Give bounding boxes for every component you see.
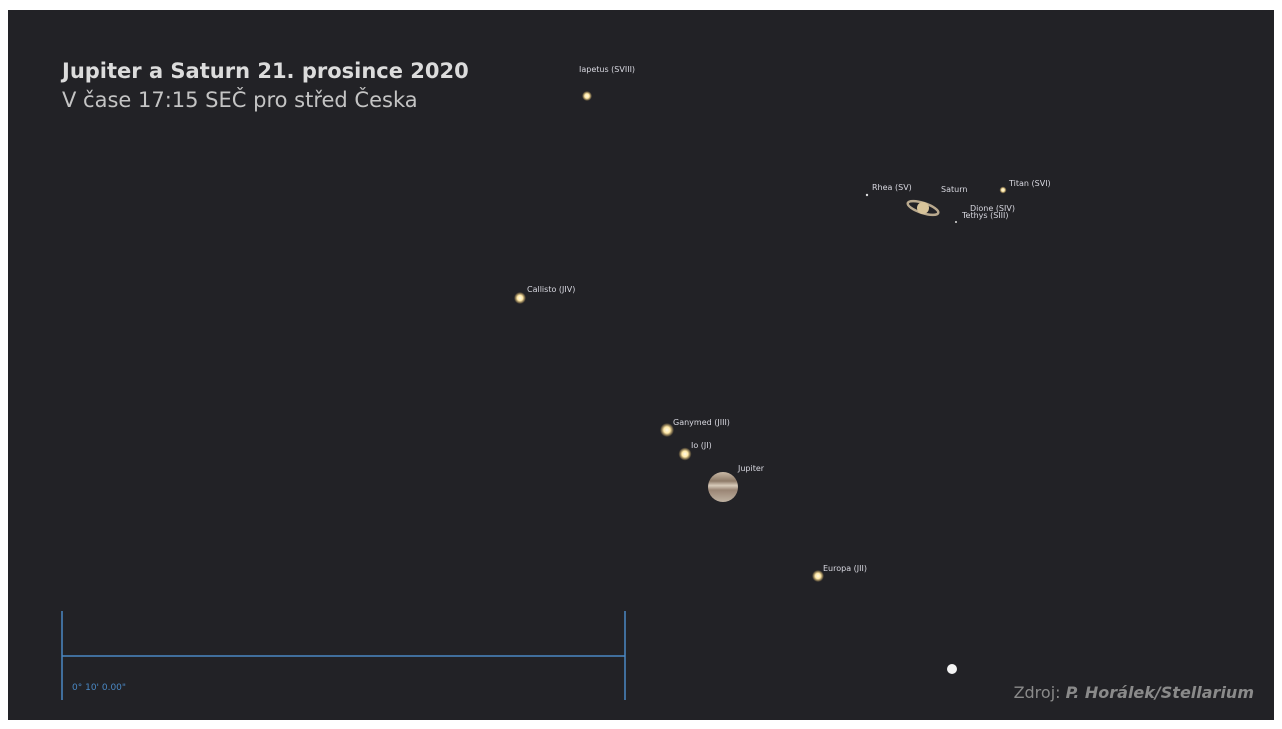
title: Jupiter a Saturn 21. prosince 2020 bbox=[60, 59, 469, 83]
moon-dot bbox=[1000, 187, 1007, 194]
object-label: Io (JI) bbox=[691, 441, 712, 450]
credit: Zdroj: P. Horálek/Stellarium bbox=[1014, 683, 1254, 702]
object-label: Iapetus (SVIII) bbox=[579, 65, 635, 74]
subtitle: V čase 17:15 SEČ pro střed Česka bbox=[62, 87, 418, 112]
moon-dot bbox=[866, 194, 868, 196]
credit-author: P. Horálek/Stellarium bbox=[1066, 683, 1254, 702]
moon-dot bbox=[514, 292, 526, 304]
object-label: Titan (SVI) bbox=[1008, 179, 1051, 188]
star bbox=[947, 664, 957, 674]
object-label: Tethys (SIII) bbox=[961, 211, 1009, 220]
object-label: Jupiter bbox=[737, 464, 765, 473]
credit-prefix: Zdroj: bbox=[1014, 683, 1061, 702]
moon-dot bbox=[582, 91, 592, 101]
page: Jupiter a Saturn 21. prosince 2020 V čas… bbox=[0, 0, 1282, 729]
moon-dot bbox=[679, 448, 692, 461]
moon-dot bbox=[955, 221, 957, 223]
object-label: Europa (JII) bbox=[823, 564, 867, 573]
jupiter-planet bbox=[708, 472, 738, 502]
sky-background bbox=[8, 10, 1274, 720]
object-label: Ganymed (JIII) bbox=[673, 418, 730, 427]
object-label: Rhea (SV) bbox=[872, 183, 912, 192]
scale-label: 0° 10' 0.00" bbox=[72, 683, 126, 693]
object-label: Callisto (JIV) bbox=[527, 285, 575, 294]
sky-view: Jupiter a Saturn 21. prosince 2020 V čas… bbox=[0, 0, 1282, 729]
moon-dot bbox=[660, 423, 674, 437]
object-label: Saturn bbox=[941, 185, 967, 194]
